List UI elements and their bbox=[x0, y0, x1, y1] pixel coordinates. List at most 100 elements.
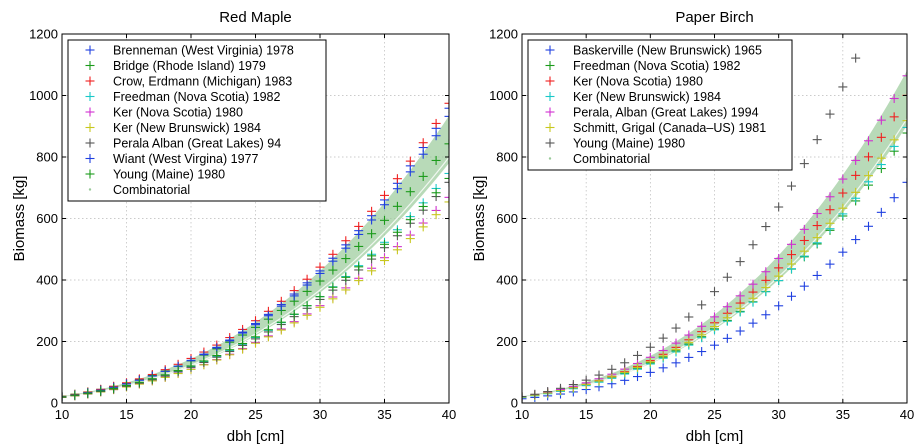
data-point bbox=[251, 332, 260, 342]
x-tick-label: 25 bbox=[707, 407, 721, 422]
data-point bbox=[812, 209, 822, 219]
data-point bbox=[774, 263, 784, 273]
data-point bbox=[864, 171, 873, 181]
data-point bbox=[341, 254, 351, 264]
data-point bbox=[418, 201, 428, 211]
data-point bbox=[851, 170, 861, 180]
y-tick-label: 600 bbox=[36, 211, 58, 226]
data-point bbox=[851, 187, 861, 197]
x-tick-label: 20 bbox=[643, 407, 657, 422]
data-point bbox=[671, 323, 681, 333]
data-point bbox=[212, 351, 222, 361]
data-point bbox=[671, 358, 681, 368]
data-point bbox=[645, 367, 655, 377]
data-point bbox=[902, 128, 907, 138]
x-axis-label: dbh [cm] bbox=[686, 428, 744, 445]
data-point bbox=[289, 309, 299, 319]
data-point bbox=[134, 377, 144, 387]
data-point bbox=[697, 347, 707, 357]
data-point bbox=[799, 159, 809, 169]
data-point bbox=[889, 112, 899, 122]
data-point bbox=[444, 177, 449, 187]
data-point bbox=[341, 272, 351, 282]
y-axis-label: Biomass [kg] bbox=[11, 176, 28, 262]
data-point bbox=[838, 174, 848, 184]
legend: Baskerville (New Brunswick) 1965Freedman… bbox=[527, 39, 793, 171]
data-point bbox=[761, 283, 771, 293]
data-point bbox=[444, 173, 449, 183]
data-point bbox=[722, 313, 732, 323]
legend-label: Ker (New Brunswick) 1984 bbox=[113, 121, 261, 135]
data-point bbox=[902, 177, 907, 187]
legend-item: Ker (Nova Scotia) 1980 bbox=[85, 106, 243, 120]
data-point bbox=[697, 321, 707, 331]
data-point bbox=[367, 266, 377, 276]
data-point bbox=[889, 193, 899, 203]
data-point bbox=[787, 239, 796, 249]
data-point bbox=[276, 301, 286, 311]
legend-item: Young (Maine) 1980 bbox=[85, 168, 225, 182]
data-point bbox=[645, 357, 655, 367]
data-point bbox=[825, 218, 835, 228]
data-point bbox=[556, 383, 565, 393]
data-point bbox=[302, 301, 312, 311]
data-point bbox=[812, 233, 822, 243]
data-point bbox=[354, 241, 364, 251]
data-point bbox=[838, 203, 848, 213]
legend-label: Ker (New Brunswick) 1984 bbox=[573, 90, 721, 104]
data-point bbox=[812, 270, 822, 280]
data-point bbox=[787, 259, 796, 269]
legend-item: Wiant (West Virgina) 1977 bbox=[85, 152, 258, 166]
data-point bbox=[889, 135, 899, 145]
data-point bbox=[838, 247, 848, 257]
data-point bbox=[748, 293, 758, 303]
data-point bbox=[354, 221, 364, 231]
data-point bbox=[722, 333, 732, 343]
data-point bbox=[96, 386, 106, 396]
data-point bbox=[328, 282, 338, 292]
legend-item: Ker (New Brunswick) 1984 bbox=[545, 90, 721, 104]
legend-marker bbox=[88, 188, 92, 191]
data-point bbox=[367, 206, 377, 216]
x-tick-label: 35 bbox=[377, 407, 391, 422]
legend-label: Bridge (Rhode Island) 1979 bbox=[113, 59, 266, 73]
y-tick-label: 0 bbox=[511, 396, 518, 411]
chart-title: Red Maple bbox=[219, 9, 292, 26]
x-tick-label: 10 bbox=[55, 407, 69, 422]
legend-item: Freedman (Nova Scotia) 1982 bbox=[545, 59, 740, 73]
y-tick-label: 1000 bbox=[29, 88, 58, 103]
plot-area bbox=[522, 53, 907, 403]
legend-label: Perala, Alban (Great Lakes) 1994 bbox=[573, 106, 759, 120]
data-point bbox=[838, 188, 848, 198]
data-point bbox=[876, 132, 886, 142]
data-point bbox=[799, 224, 809, 234]
data-point bbox=[902, 71, 907, 81]
x-tick-label: 40 bbox=[442, 407, 456, 422]
data-point bbox=[645, 342, 655, 352]
legend-label: Combinatorial bbox=[573, 152, 650, 166]
data-point bbox=[671, 344, 681, 354]
data-point bbox=[354, 276, 364, 286]
y-tick-label: 800 bbox=[36, 150, 58, 165]
data-point bbox=[418, 171, 428, 181]
y-tick-label: 1200 bbox=[489, 27, 518, 42]
data-point bbox=[722, 302, 732, 312]
data-point bbox=[341, 243, 351, 253]
data-point bbox=[418, 138, 428, 148]
data-point bbox=[684, 337, 694, 347]
legend-label: Brenneman (West Virginia) 1978 bbox=[113, 44, 294, 58]
x-tick-label: 30 bbox=[313, 407, 327, 422]
data-point bbox=[851, 235, 861, 245]
data-point bbox=[864, 136, 873, 146]
data-point bbox=[864, 221, 873, 231]
data-point bbox=[761, 310, 771, 320]
data-point bbox=[902, 116, 907, 126]
data-point bbox=[876, 207, 886, 217]
legend-label: Baskerville (New Brunswick) 1965 bbox=[573, 44, 762, 58]
x-tick-label: 15 bbox=[119, 407, 133, 422]
data-point bbox=[864, 152, 873, 162]
data-point bbox=[380, 215, 389, 225]
data-point bbox=[62, 392, 67, 402]
data-point bbox=[444, 197, 449, 207]
